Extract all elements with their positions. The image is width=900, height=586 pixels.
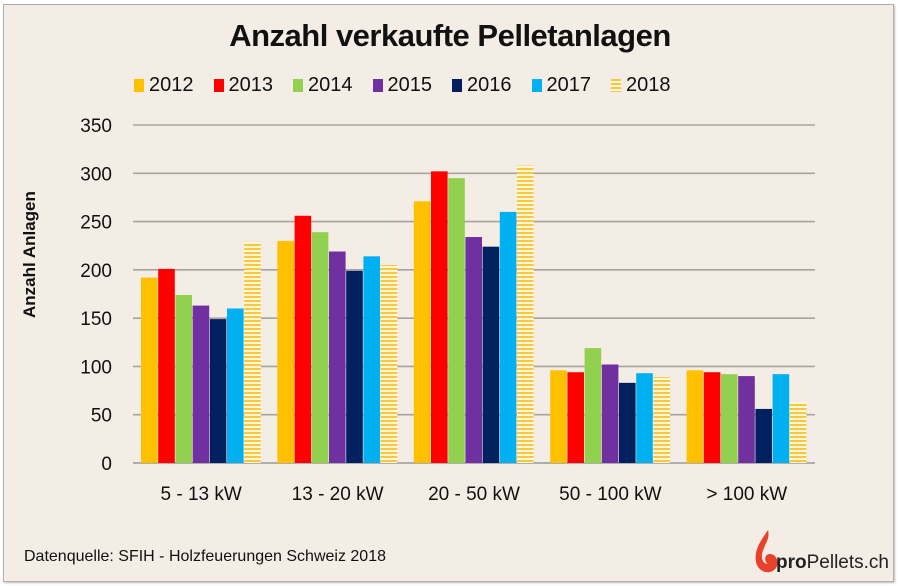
bar-2014-3 xyxy=(584,348,602,463)
bar-2013-0 xyxy=(158,268,175,463)
bar-2012-3 xyxy=(550,370,567,463)
legend-item-2017: 2017 xyxy=(531,74,592,97)
bar-2012-0 xyxy=(141,277,158,463)
bar-2018-4 xyxy=(789,402,807,463)
bar-2017-1 xyxy=(363,256,380,463)
bar-2017-2 xyxy=(499,211,517,463)
bar-2016-0 xyxy=(209,319,227,463)
bar-2016-2 xyxy=(482,246,500,463)
x-tick-label: 13 - 20 kW xyxy=(292,484,384,505)
legend-item-2018: 2018 xyxy=(611,74,671,97)
legend-label: 2016 xyxy=(467,74,512,96)
bar-2013-3 xyxy=(567,372,584,463)
x-tick-label: 5 - 13 kW xyxy=(161,484,242,505)
legend-swatch xyxy=(213,79,224,92)
legend-item-2015: 2015 xyxy=(372,74,433,97)
legend-swatch xyxy=(531,79,542,92)
bar-2018-0 xyxy=(244,241,261,463)
legend-label: 2018 xyxy=(626,74,671,96)
bar-2018-1 xyxy=(380,265,398,463)
logo-text-bold: pro xyxy=(776,552,807,573)
legend-item-2012: 2012 xyxy=(134,74,194,97)
legend-swatch xyxy=(134,79,144,92)
y-tick-label: 200 xyxy=(80,261,112,282)
legend-swatch xyxy=(452,79,462,92)
bar-2012-4 xyxy=(686,370,704,463)
bar-2015-1 xyxy=(329,251,346,463)
x-tick-label: > 100 kW xyxy=(706,484,787,505)
legend-item-2016: 2016 xyxy=(452,74,512,97)
propellets-logo: proPellets.ch xyxy=(752,528,892,578)
bar-2017-0 xyxy=(227,308,244,463)
chart-title: Anzahl verkaufte Pelletanlagen xyxy=(229,18,671,53)
y-tick-label: 250 xyxy=(80,213,112,234)
flame-icon xyxy=(755,530,778,573)
bar-2012-2 xyxy=(413,201,431,463)
bar-2017-4 xyxy=(772,374,790,463)
bar-2015-4 xyxy=(738,376,755,463)
bar-2013-4 xyxy=(703,372,721,463)
y-tick-label: 350 xyxy=(80,116,112,137)
bar-2017-3 xyxy=(636,373,653,463)
y-tick-label: 50 xyxy=(91,406,112,427)
bar-2014-2 xyxy=(448,178,465,463)
bar-2016-4 xyxy=(755,408,772,463)
x-tick-label: 50 - 100 kW xyxy=(559,484,661,505)
logo-text: proPellets.ch xyxy=(776,552,889,574)
legend-item-2014: 2014 xyxy=(293,74,353,97)
x-tick-label: 20 - 50 kW xyxy=(428,484,520,505)
legend-swatch xyxy=(293,79,303,92)
bar-2015-0 xyxy=(192,305,210,463)
bar-2015-3 xyxy=(601,364,619,463)
bar-2014-1 xyxy=(311,232,329,463)
bar-2013-1 xyxy=(294,215,312,463)
legend-label: 2014 xyxy=(308,74,353,96)
bar-2018-3 xyxy=(653,377,670,463)
y-tick-label: 100 xyxy=(80,357,112,378)
legend-label: 2012 xyxy=(149,74,194,96)
legend-label: 2015 xyxy=(387,74,433,96)
bar-2018-2 xyxy=(517,165,534,463)
y-tick-label: 0 xyxy=(101,454,112,475)
y-tick-label: 300 xyxy=(80,164,112,185)
legend-swatch xyxy=(372,79,383,92)
data-source-note: Datenquelle: SFIH - Holzfeuerungen Schwe… xyxy=(24,548,386,565)
legend: 2012 2013 2014 2015 2016 2017 2018 xyxy=(134,74,691,97)
y-tick-label: 150 xyxy=(80,309,112,330)
legend-label: 2017 xyxy=(546,74,592,96)
logo-text-rest: Pellets.ch xyxy=(806,552,889,573)
bar-2016-1 xyxy=(346,270,363,463)
bar-2014-4 xyxy=(721,374,738,463)
bar-2013-2 xyxy=(431,171,448,463)
bar-2014-0 xyxy=(175,294,192,463)
legend-label: 2013 xyxy=(228,74,274,96)
bar-2016-3 xyxy=(619,382,636,463)
legend-swatch xyxy=(611,79,621,92)
bar-2015-2 xyxy=(465,237,482,463)
legend-item-2013: 2013 xyxy=(213,74,274,97)
bar-2012-1 xyxy=(277,240,294,463)
